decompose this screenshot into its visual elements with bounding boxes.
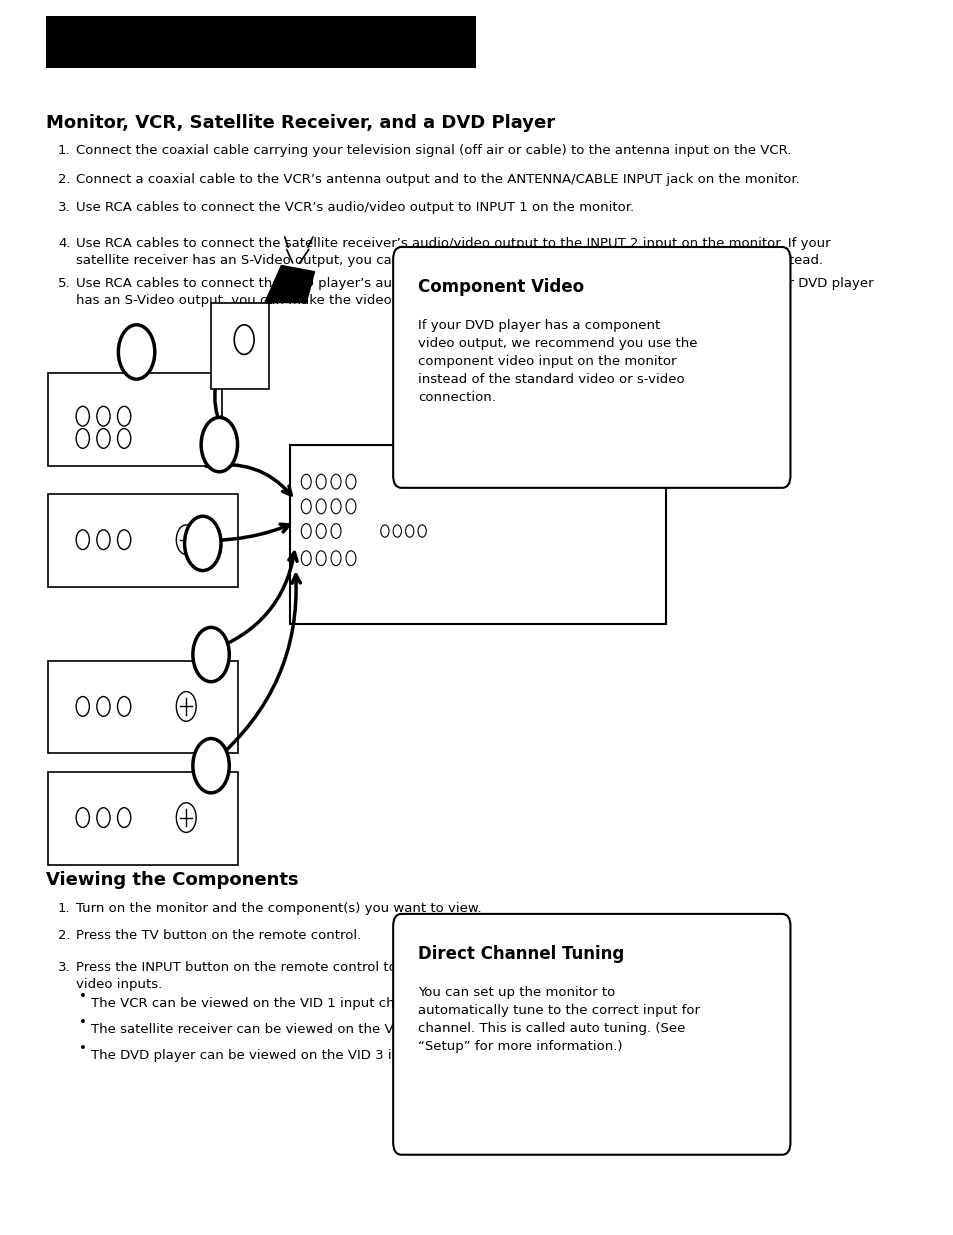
Circle shape (234, 325, 253, 354)
Text: If your DVD player has a component
video output, we recommend you use the
compon: If your DVD player has a component video… (417, 319, 697, 404)
Circle shape (301, 524, 311, 538)
Circle shape (301, 499, 311, 514)
Circle shape (315, 524, 326, 538)
Circle shape (346, 499, 355, 514)
Circle shape (315, 551, 326, 566)
Circle shape (117, 406, 131, 426)
Text: •: • (78, 1016, 87, 1030)
Circle shape (76, 530, 90, 550)
Circle shape (97, 697, 110, 716)
Circle shape (97, 808, 110, 827)
Text: Direct Channel Tuning: Direct Channel Tuning (417, 945, 623, 963)
FancyBboxPatch shape (48, 772, 238, 864)
Circle shape (76, 429, 90, 448)
Text: Connect the coaxial cable carrying your television signal (off air or cable) to : Connect the coaxial cable carrying your … (76, 144, 791, 158)
Circle shape (380, 525, 389, 537)
Text: Use RCA cables to connect the satellite receiver’s audio/video output to the INP: Use RCA cables to connect the satellite … (76, 237, 830, 267)
Text: •: • (78, 990, 87, 1004)
FancyBboxPatch shape (48, 373, 222, 466)
Circle shape (76, 406, 90, 426)
Text: Press the INPUT button on the remote control to scroll through the
video inputs.: Press the INPUT button on the remote con… (76, 961, 518, 990)
Text: 2.: 2. (58, 173, 71, 186)
Text: 1.: 1. (58, 144, 71, 158)
Text: 2.: 2. (58, 929, 71, 942)
Circle shape (176, 525, 196, 555)
Text: The DVD player can be viewed on the VID 3 input.: The DVD player can be viewed on the VID … (91, 1049, 426, 1062)
Text: 3.: 3. (58, 201, 71, 215)
FancyBboxPatch shape (393, 914, 790, 1155)
Text: •: • (78, 1042, 87, 1056)
Circle shape (97, 429, 110, 448)
Circle shape (193, 627, 229, 682)
Circle shape (393, 525, 401, 537)
Circle shape (417, 525, 426, 537)
Circle shape (117, 530, 131, 550)
Circle shape (193, 739, 229, 793)
FancyBboxPatch shape (48, 494, 238, 587)
Circle shape (315, 499, 326, 514)
FancyBboxPatch shape (393, 247, 790, 488)
Text: The VCR can be viewed on the VID 1 input channel.: The VCR can be viewed on the VID 1 input… (91, 997, 436, 1010)
Circle shape (301, 474, 311, 489)
Polygon shape (265, 266, 314, 303)
Text: Component Video: Component Video (417, 278, 583, 296)
Circle shape (315, 474, 326, 489)
Circle shape (176, 803, 196, 832)
Circle shape (176, 692, 196, 721)
Text: Press the TV button on the remote control.: Press the TV button on the remote contro… (76, 929, 361, 942)
Text: Use RCA cables to connect the DVD player’s audio/video output to the INPUT 3 inp: Use RCA cables to connect the DVD player… (76, 277, 873, 306)
FancyBboxPatch shape (211, 303, 269, 389)
Circle shape (301, 551, 311, 566)
Text: The satellite receiver can be viewed on the VID 2 input.: The satellite receiver can be viewed on … (91, 1023, 463, 1036)
Circle shape (331, 474, 340, 489)
Circle shape (331, 524, 340, 538)
Text: 5.: 5. (58, 277, 71, 290)
Circle shape (97, 406, 110, 426)
Circle shape (117, 697, 131, 716)
FancyBboxPatch shape (48, 661, 238, 753)
Circle shape (76, 808, 90, 827)
Text: You can set up the monitor to
automatically tune to the correct input for
channe: You can set up the monitor to automatica… (417, 986, 700, 1052)
Circle shape (76, 697, 90, 716)
Text: Turn on the monitor and the component(s) you want to view.: Turn on the monitor and the component(s)… (76, 902, 481, 915)
Text: 3.: 3. (58, 961, 71, 974)
Circle shape (331, 499, 340, 514)
Circle shape (118, 325, 154, 379)
Circle shape (346, 551, 355, 566)
Circle shape (184, 516, 221, 571)
Text: Monitor, VCR, Satellite Receiver, and a DVD Player: Monitor, VCR, Satellite Receiver, and a … (46, 114, 554, 132)
Text: Use RCA cables to connect the VCR’s audio/video output to INPUT 1 on the monitor: Use RCA cables to connect the VCR’s audi… (76, 201, 634, 215)
Text: 1.: 1. (58, 902, 71, 915)
Circle shape (405, 525, 414, 537)
Circle shape (97, 530, 110, 550)
Text: Connect a coaxial cable to the VCR’s antenna output and to the ANTENNA/CABLE INP: Connect a coaxial cable to the VCR’s ant… (76, 173, 799, 186)
FancyBboxPatch shape (46, 16, 476, 68)
Text: Viewing the Components: Viewing the Components (46, 871, 298, 889)
FancyBboxPatch shape (290, 445, 665, 624)
Circle shape (201, 417, 237, 472)
Circle shape (117, 429, 131, 448)
Text: 4.: 4. (58, 237, 71, 251)
Circle shape (346, 474, 355, 489)
Circle shape (117, 808, 131, 827)
Circle shape (331, 551, 340, 566)
